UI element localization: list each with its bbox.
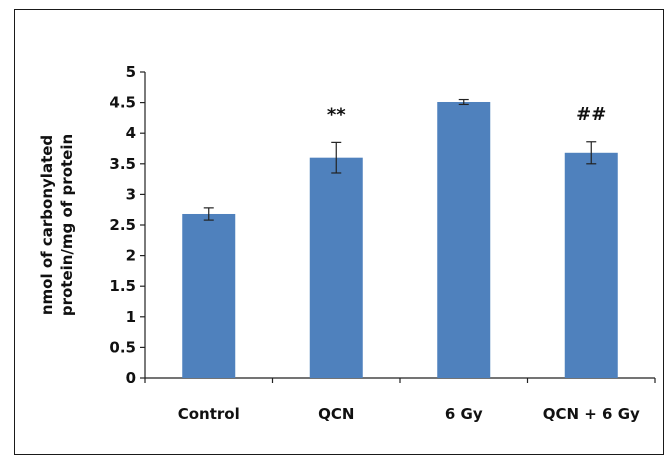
y-axis-ticks: 0 0.5 1 1.5 2 2.5 3 3.5 4 4.5 5	[109, 63, 145, 387]
y-tick-label: 2	[126, 247, 136, 265]
bar	[182, 213, 236, 378]
y-tick-label: 3.5	[109, 155, 136, 173]
y-tick-label: 0.5	[109, 338, 136, 356]
category-label: 6 Gy	[445, 405, 483, 423]
category-label: QCN	[318, 405, 354, 423]
y-tick-label: 3	[126, 185, 136, 203]
y-tick-label: 2.5	[109, 216, 136, 234]
error-bar	[331, 141, 342, 174]
significance-mark: **	[327, 104, 346, 125]
bar	[564, 152, 618, 378]
x-axis-labels: Control QCN 6 Gy QCN + 6 Gy	[178, 405, 640, 423]
y-axis-title-line-1: nmol of carbonylated	[38, 135, 56, 315]
category-label: Control	[178, 405, 240, 423]
y-axis-title-line-2: protein/mg of protein	[58, 134, 76, 316]
bars	[182, 101, 618, 378]
y-tick-label: 4	[126, 124, 136, 142]
significance-mark: ##	[576, 104, 606, 125]
y-tick-label: 1.5	[109, 277, 136, 295]
category-label: QCN + 6 Gy	[543, 405, 640, 423]
y-tick-label: 1	[126, 308, 136, 326]
significance-annotations: ** ##	[327, 104, 607, 126]
bar	[437, 101, 491, 378]
error-bar	[586, 141, 597, 165]
error-bars	[203, 98, 597, 221]
y-axis-title: nmol of carbonylated protein/mg of prote…	[38, 134, 76, 316]
y-tick-label: 5	[126, 63, 136, 81]
bar	[309, 157, 363, 378]
y-tick-label: 0	[126, 369, 136, 387]
error-bar	[203, 207, 214, 221]
error-bar	[458, 98, 469, 106]
y-tick-label: 4.5	[109, 94, 136, 112]
